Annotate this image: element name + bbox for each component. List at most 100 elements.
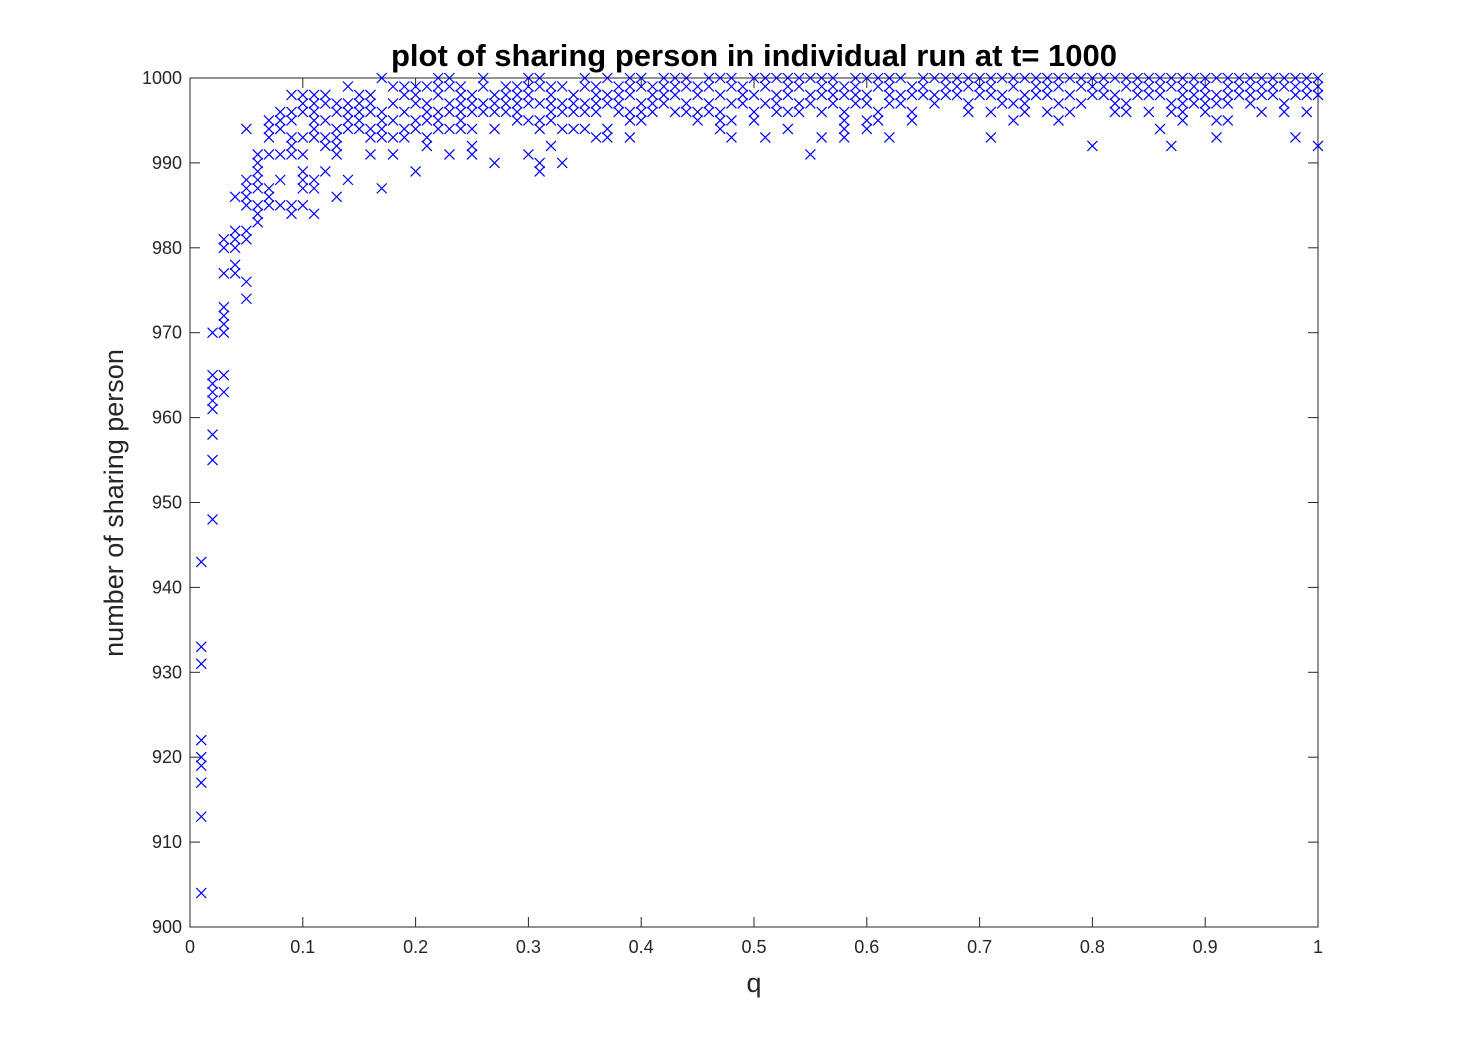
data-point bbox=[1233, 89, 1245, 101]
data-point bbox=[601, 98, 613, 109]
data-point bbox=[534, 115, 546, 126]
data-point bbox=[962, 72, 974, 84]
data-point bbox=[1188, 81, 1200, 92]
data-point bbox=[1177, 98, 1189, 109]
data-point bbox=[974, 81, 986, 92]
data-point bbox=[1222, 89, 1234, 101]
data-point bbox=[342, 123, 354, 135]
data-point bbox=[1120, 72, 1132, 84]
data-point bbox=[827, 98, 839, 109]
data-point bbox=[714, 72, 726, 84]
data-point bbox=[455, 106, 467, 118]
data-point bbox=[432, 123, 444, 135]
data-point bbox=[444, 98, 455, 109]
data-point bbox=[353, 106, 365, 118]
data-point bbox=[263, 199, 275, 211]
data-point bbox=[1008, 115, 1019, 126]
data-point bbox=[962, 106, 974, 118]
x-axis-label: q bbox=[746, 968, 761, 998]
data-point bbox=[726, 72, 737, 84]
data-point bbox=[1019, 72, 1031, 84]
data-point bbox=[985, 106, 997, 118]
data-point bbox=[985, 72, 997, 84]
data-point bbox=[613, 98, 625, 109]
data-point bbox=[748, 72, 760, 84]
data-point bbox=[1019, 106, 1031, 118]
data-point bbox=[850, 89, 861, 101]
data-point bbox=[1109, 72, 1121, 84]
y-tick-label: 920 bbox=[152, 747, 182, 767]
data-point bbox=[297, 199, 309, 211]
data-point bbox=[1222, 81, 1234, 92]
data-point bbox=[353, 115, 365, 126]
data-point bbox=[534, 123, 546, 135]
y-tick-label: 990 bbox=[152, 153, 182, 173]
data-point bbox=[951, 81, 963, 92]
data-point bbox=[838, 132, 850, 143]
data-point bbox=[1154, 72, 1166, 84]
data-point bbox=[511, 81, 523, 92]
data-point bbox=[534, 98, 546, 109]
data-point bbox=[240, 293, 252, 305]
data-point bbox=[229, 242, 241, 254]
data-point bbox=[703, 72, 715, 84]
data-point bbox=[1244, 98, 1256, 109]
data-point bbox=[613, 106, 625, 118]
data-point bbox=[376, 106, 388, 118]
data-point bbox=[1019, 89, 1031, 101]
data-point bbox=[545, 106, 557, 118]
data-point bbox=[263, 132, 275, 143]
data-point bbox=[229, 267, 241, 279]
data-point bbox=[579, 106, 591, 118]
data-point bbox=[207, 369, 218, 381]
data-point bbox=[455, 98, 467, 109]
data-point bbox=[601, 132, 613, 143]
data-point bbox=[432, 72, 444, 84]
data-point bbox=[398, 123, 410, 135]
data-point bbox=[398, 132, 410, 143]
y-tick-label: 930 bbox=[152, 662, 182, 682]
data-point bbox=[1064, 89, 1076, 101]
data-point bbox=[568, 98, 579, 109]
data-point bbox=[1267, 72, 1279, 84]
data-point bbox=[624, 81, 636, 92]
data-point bbox=[522, 98, 534, 109]
data-point bbox=[331, 98, 343, 109]
data-point bbox=[1211, 98, 1222, 109]
data-point bbox=[838, 123, 850, 135]
data-point bbox=[737, 81, 749, 92]
data-point bbox=[714, 106, 726, 118]
data-point bbox=[500, 89, 512, 101]
data-point bbox=[274, 123, 286, 135]
data-point bbox=[240, 182, 252, 194]
data-point bbox=[771, 98, 782, 109]
data-point bbox=[1301, 89, 1313, 101]
data-point bbox=[714, 115, 726, 126]
data-point bbox=[1211, 115, 1222, 126]
data-point bbox=[1064, 106, 1076, 118]
data-point bbox=[1053, 115, 1064, 126]
data-point bbox=[229, 233, 241, 245]
data-point bbox=[872, 72, 884, 84]
data-point bbox=[816, 81, 828, 92]
data-point bbox=[252, 165, 264, 177]
data-point bbox=[1177, 106, 1189, 118]
data-point bbox=[218, 318, 230, 330]
data-point bbox=[827, 72, 839, 84]
data-point bbox=[353, 89, 365, 101]
data-point bbox=[297, 89, 309, 101]
data-point bbox=[782, 72, 794, 84]
data-point bbox=[274, 106, 286, 118]
data-point bbox=[522, 89, 534, 101]
data-point bbox=[1222, 72, 1234, 84]
data-point bbox=[579, 123, 591, 135]
data-point bbox=[534, 157, 546, 169]
data-point bbox=[308, 123, 320, 135]
plot-area bbox=[189, 77, 1319, 928]
data-point bbox=[556, 123, 568, 135]
data-point bbox=[590, 89, 602, 101]
data-point bbox=[274, 115, 286, 126]
data-point bbox=[647, 98, 658, 109]
data-point bbox=[308, 132, 320, 143]
data-point bbox=[669, 89, 681, 101]
